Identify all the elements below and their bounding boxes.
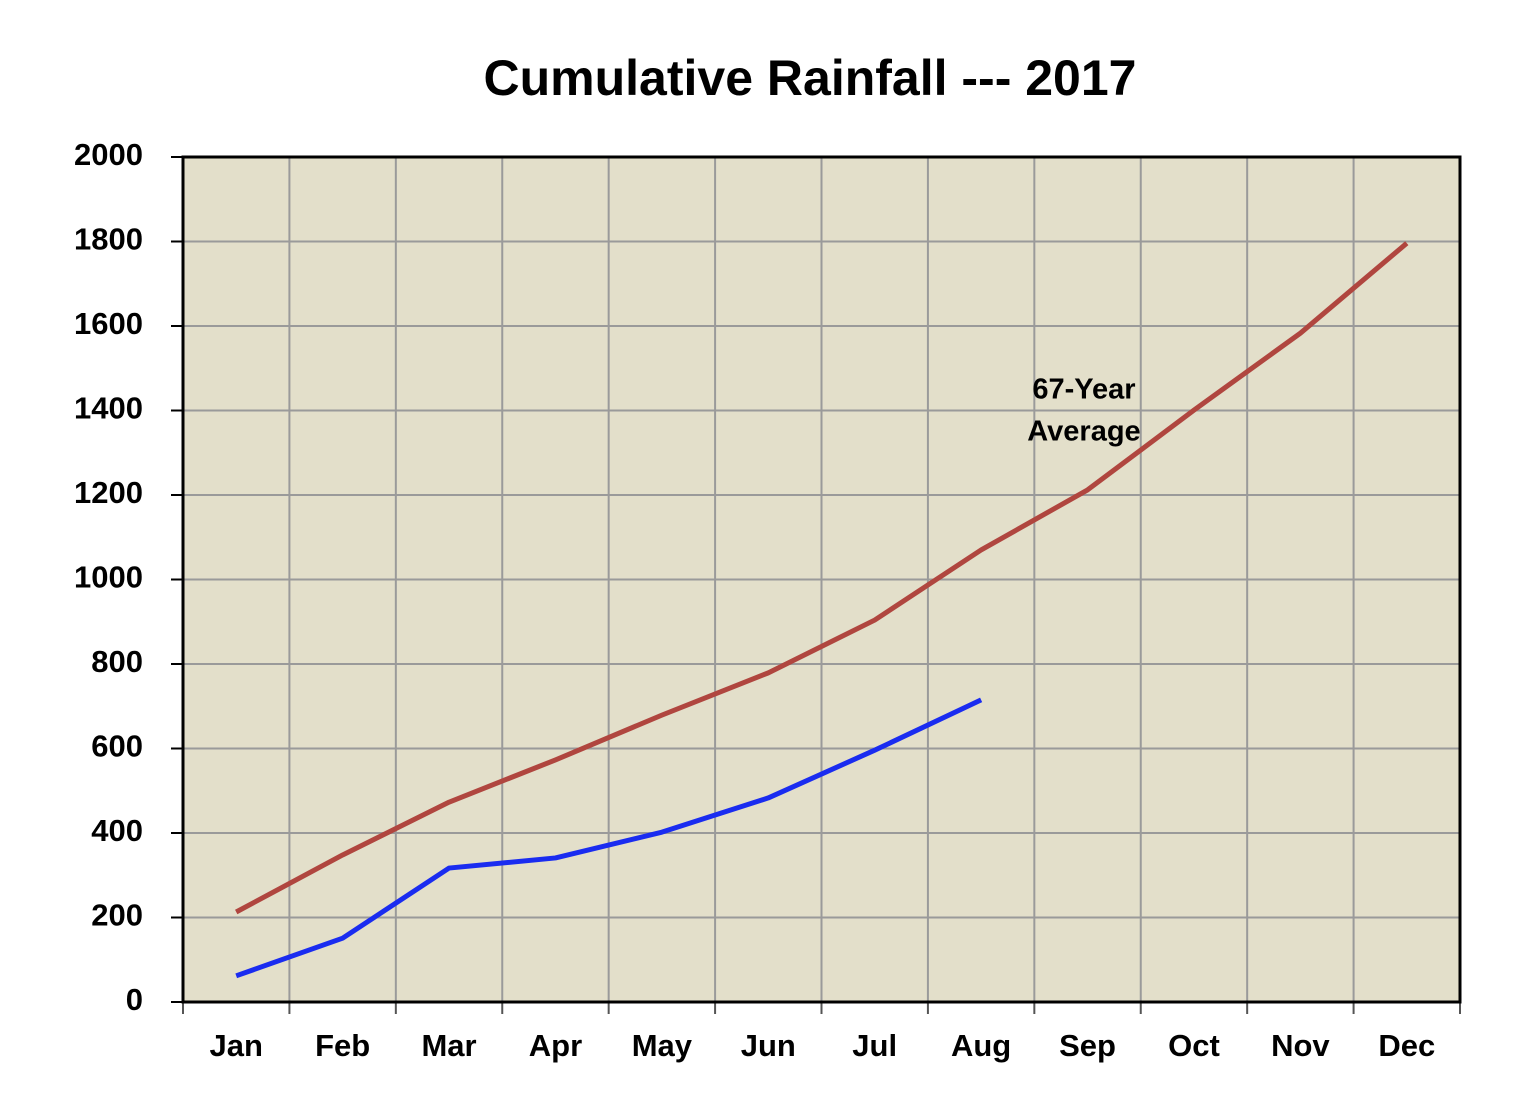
x-tick-label: Aug [951, 1028, 1011, 1063]
x-tick-label: May [632, 1028, 693, 1063]
x-tick-label: Apr [529, 1028, 582, 1063]
series-line [235, 697, 983, 979]
y-tick-label: 1600 [74, 306, 143, 341]
x-tick-label: Jul [852, 1028, 897, 1063]
y-tick-label: 1200 [74, 475, 143, 510]
y-tick-label: 1400 [74, 391, 143, 426]
y-tick-label: 200 [91, 898, 143, 933]
x-tick-label: Jan [209, 1028, 262, 1063]
x-tick-label: Jun [741, 1028, 796, 1063]
series-line [235, 241, 1409, 915]
y-tick-label: 1800 [74, 222, 143, 257]
annotation: Average [1027, 416, 1140, 448]
x-tick-label: Mar [421, 1028, 476, 1063]
y-tick-label: 600 [91, 729, 143, 764]
chart-title: Cumulative Rainfall --- 2017 [484, 50, 1137, 106]
y-tick-label: 0 [126, 982, 143, 1017]
y-tick-label: 2000 [74, 137, 143, 172]
x-tick-label: Oct [1168, 1028, 1220, 1063]
y-tick-label: 400 [91, 813, 143, 848]
y-tick-label: 1000 [74, 560, 143, 595]
plot-border [181, 155, 1462, 1004]
x-tick-label: Sep [1059, 1028, 1116, 1063]
x-tick-label: Feb [315, 1028, 370, 1063]
x-tick-label: Dec [1378, 1028, 1435, 1063]
x-tick-label: Nov [1271, 1028, 1330, 1063]
annotation: 67-Year [1032, 374, 1135, 406]
y-tick-label: 800 [91, 644, 143, 679]
